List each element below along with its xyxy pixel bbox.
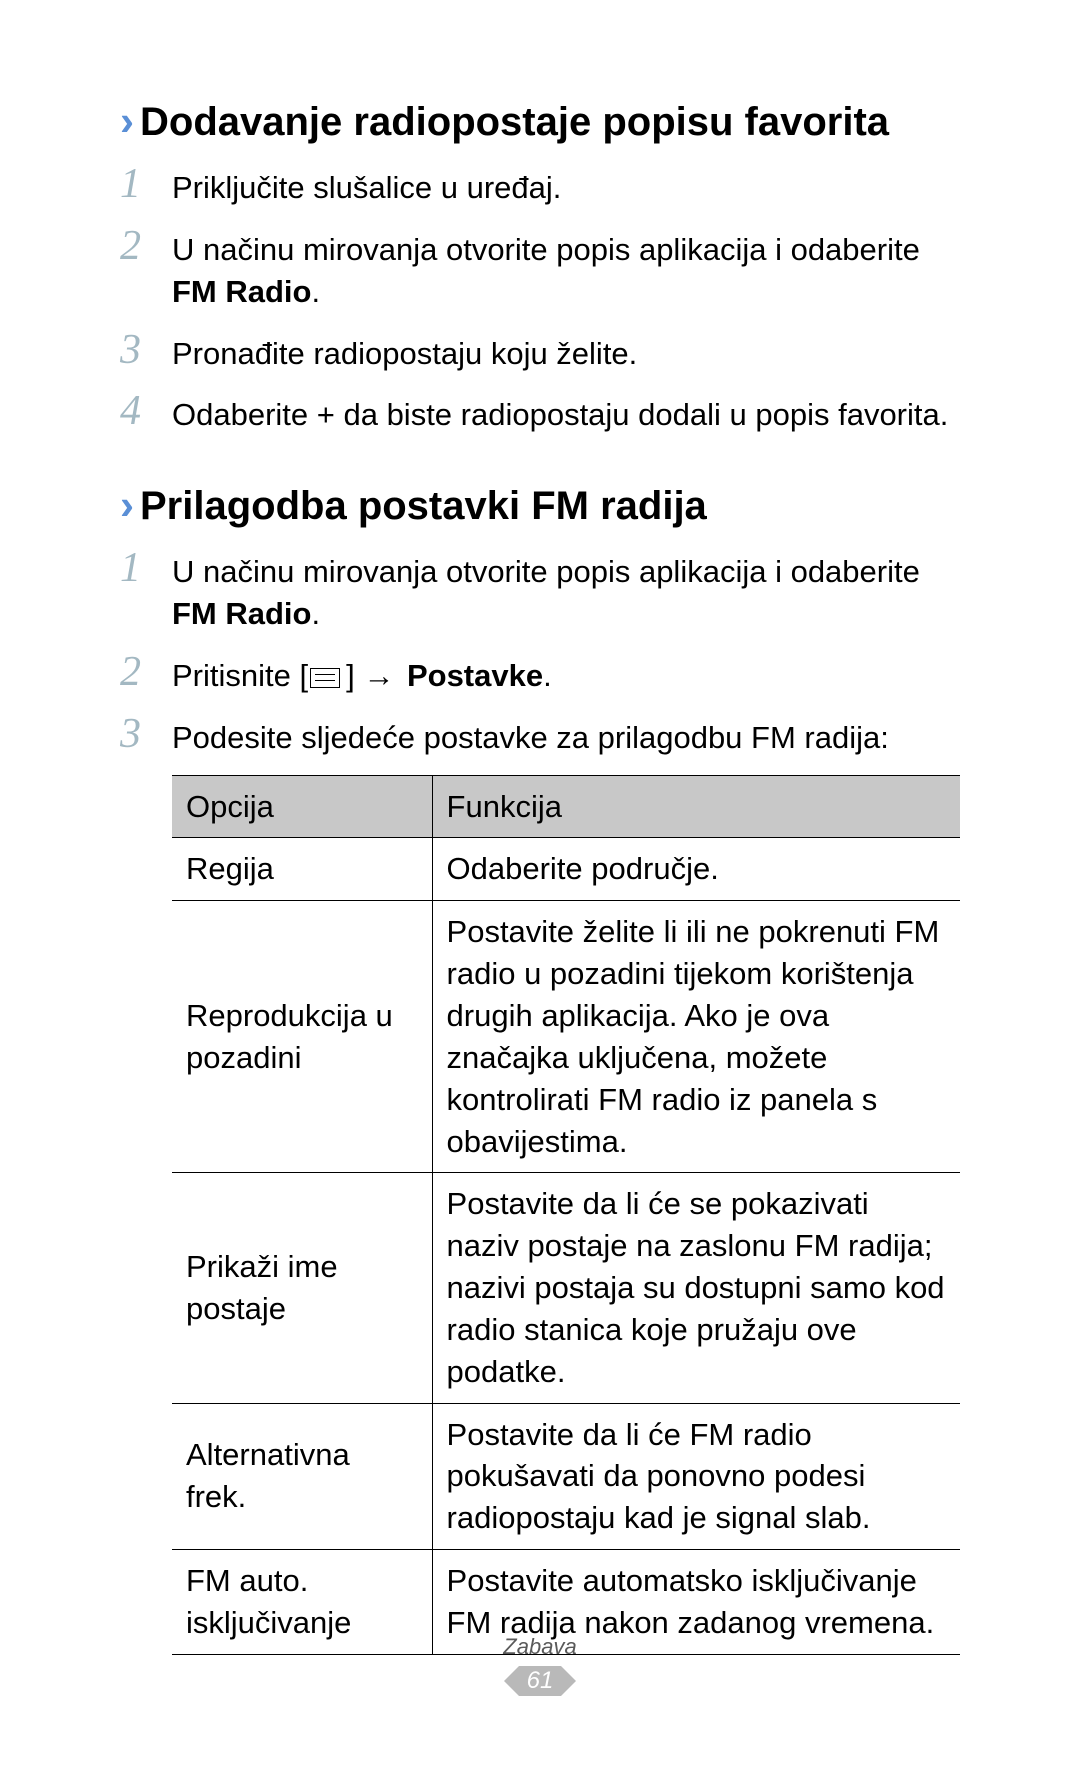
table-header-option: Opcija <box>172 775 432 838</box>
step-number: 2 <box>120 651 172 693</box>
heading-favorites: Dodavanje radiopostaje popisu favorita <box>140 100 889 145</box>
settings-table: Opcija Funkcija Regija Odaberite područj… <box>172 775 960 1655</box>
step-text: Pronađite radiopostaju koju želite. <box>172 329 637 375</box>
step-text: Odaberite + da biste radiopostaju dodali… <box>172 390 948 436</box>
function-cell: Odaberite područje. <box>432 838 960 901</box>
step-prefix: U načinu mirovanja otvorite popis aplika… <box>172 554 920 589</box>
chevron-icon: › <box>120 484 134 526</box>
function-cell: Postavite da li će FM radio pokušavati d… <box>432 1403 960 1550</box>
footer-section-label: Zabava <box>0 1634 1080 1660</box>
step-text: Priključite slušalice u uređaj. <box>172 163 561 209</box>
step-text: U načinu mirovanja otvorite popis aplika… <box>172 225 960 313</box>
table-row: Prikaži ime postaje Postavite da li će s… <box>172 1173 960 1403</box>
step-item: 2 Pritisnite [ ] → Postavke. <box>120 651 960 697</box>
page-number-badge: 61 <box>504 1666 577 1696</box>
heading-settings: Prilagodba postavki FM radija <box>140 484 707 529</box>
chevron-icon: › <box>120 100 134 142</box>
function-cell: Postavite da li će se pokazivati naziv p… <box>432 1173 960 1403</box>
step-item: 4 Odaberite + da biste radiopostaju doda… <box>120 390 960 436</box>
table-header-row: Opcija Funkcija <box>172 775 960 838</box>
steps-favorites: 1 Priključite slušalice u uređaj. 2 U na… <box>120 163 960 436</box>
step-text: Podesite sljedeće postavke za prilagodbu… <box>172 713 889 759</box>
page-number: 61 <box>519 1666 562 1696</box>
table-row: Regija Odaberite područje. <box>172 838 960 901</box>
step-suffix: . <box>543 658 552 693</box>
step-number: 1 <box>120 163 172 205</box>
option-cell: Alternativna frek. <box>172 1403 432 1550</box>
step-mid: ] → <box>342 658 407 693</box>
step-suffix: . <box>312 274 321 309</box>
steps-settings: 1 U načinu mirovanja otvorite popis apli… <box>120 547 960 758</box>
step-bold: Postavke <box>407 658 543 693</box>
step-text: Pritisnite [ ] → Postavke. <box>172 651 552 697</box>
section-heading-favorites: › Dodavanje radiopostaje popisu favorita <box>120 100 960 145</box>
page-footer: Zabava 61 <box>0 1634 1080 1701</box>
option-cell: Reprodukcija u pozadini <box>172 901 432 1173</box>
step-number: 3 <box>120 713 172 755</box>
step-prefix: Pritisnite [ <box>172 658 308 693</box>
table-row: Alternativna frek. Postavite da li će FM… <box>172 1403 960 1550</box>
menu-icon <box>310 668 340 688</box>
step-text: U načinu mirovanja otvorite popis aplika… <box>172 547 960 635</box>
step-number: 2 <box>120 225 172 267</box>
table-header-function: Funkcija <box>432 775 960 838</box>
step-item: 2 U načinu mirovanja otvorite popis apli… <box>120 225 960 313</box>
option-cell: Regija <box>172 838 432 901</box>
step-number: 4 <box>120 390 172 432</box>
step-bold: FM Radio <box>172 596 312 631</box>
section-heading-settings: › Prilagodba postavki FM radija <box>120 484 960 529</box>
badge-triangle-left-icon <box>504 1666 519 1696</box>
option-cell: Prikaži ime postaje <box>172 1173 432 1403</box>
step-item: 1 U načinu mirovanja otvorite popis apli… <box>120 547 960 635</box>
step-prefix: U načinu mirovanja otvorite popis aplika… <box>172 232 920 267</box>
step-suffix: . <box>312 596 321 631</box>
step-item: 1 Priključite slušalice u uređaj. <box>120 163 960 209</box>
badge-triangle-right-icon <box>561 1666 576 1696</box>
function-cell: Postavite želite li ili ne pokrenuti FM … <box>432 901 960 1173</box>
step-item: 3 Podesite sljedeće postavke za prilagod… <box>120 713 960 759</box>
step-bold: FM Radio <box>172 274 312 309</box>
step-number: 1 <box>120 547 172 589</box>
table-row: Reprodukcija u pozadini Postavite želite… <box>172 901 960 1173</box>
step-item: 3 Pronađite radiopostaju koju želite. <box>120 329 960 375</box>
step-number: 3 <box>120 329 172 371</box>
